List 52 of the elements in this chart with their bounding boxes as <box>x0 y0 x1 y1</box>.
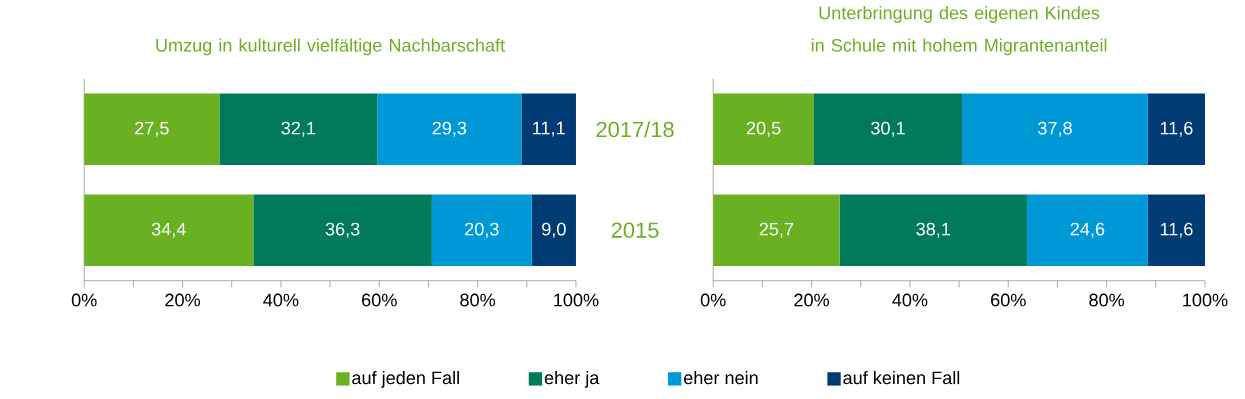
bar <box>839 194 1027 266</box>
legend-label: eher nein <box>684 371 758 385</box>
x-tick-label: 100% <box>1183 293 1228 307</box>
bar <box>1147 194 1205 266</box>
legend-label: auf keinen Fall <box>843 371 960 385</box>
data-label: 32,1 <box>281 121 316 137</box>
bar <box>84 93 220 165</box>
legend-label: eher ja <box>544 371 600 388</box>
x-tick-label: 60% <box>362 293 397 307</box>
x-tick-label: 100% <box>554 293 599 307</box>
y-tick-label: 2015 <box>611 222 659 239</box>
data-label: 30,1 <box>871 121 905 137</box>
bar <box>713 93 815 165</box>
bar <box>431 194 532 266</box>
x-tick-label: 80% <box>1089 293 1125 307</box>
data-label: 11,6 <box>1160 222 1193 238</box>
y-tick-label: 2017/18 <box>596 121 674 138</box>
bar <box>531 194 576 266</box>
data-label: 38,1 <box>916 222 951 238</box>
chart-title: Unterbringung des eigenen Kindes in Schule mit hohem Migrantenanteil <box>811 6 1107 56</box>
data-label: 29,3 <box>432 121 467 137</box>
chart-title: Umzug in kulturell vielfältige Nachbarschaft <box>156 38 505 56</box>
data-label: 27,5 <box>135 121 169 137</box>
data-label: 34,4 <box>151 222 186 238</box>
bar <box>219 93 378 165</box>
data-label: 25,7 <box>759 222 794 238</box>
x-tick-label: 40% <box>263 293 299 307</box>
data-label: 11,1 <box>533 121 565 137</box>
bar <box>1147 93 1205 165</box>
bar <box>253 194 432 266</box>
x-tick-label: 0% <box>71 293 97 307</box>
bar <box>1026 194 1148 266</box>
bar <box>377 93 522 165</box>
data-label: 20,5 <box>746 121 781 137</box>
legend-label: auf jeden Fall <box>352 371 459 388</box>
data-label: 36,3 <box>325 222 360 238</box>
bar <box>84 194 254 266</box>
bar <box>814 93 963 165</box>
x-tick-label: 20% <box>794 293 830 307</box>
bar <box>713 194 840 266</box>
bar <box>962 93 1148 165</box>
x-tick-label: 40% <box>892 293 928 307</box>
x-tick-label: 20% <box>165 293 201 307</box>
data-label: 20,3 <box>465 222 499 238</box>
x-tick-label: 80% <box>460 293 496 307</box>
x-tick-label: 60% <box>991 293 1026 307</box>
data-label: 9,0 <box>542 222 566 238</box>
data-label: 37,8 <box>1038 121 1072 137</box>
data-label: 24,6 <box>1070 222 1105 238</box>
x-tick-label: 0% <box>700 293 726 307</box>
data-label: 11,6 <box>1160 121 1193 137</box>
bar <box>521 93 576 165</box>
